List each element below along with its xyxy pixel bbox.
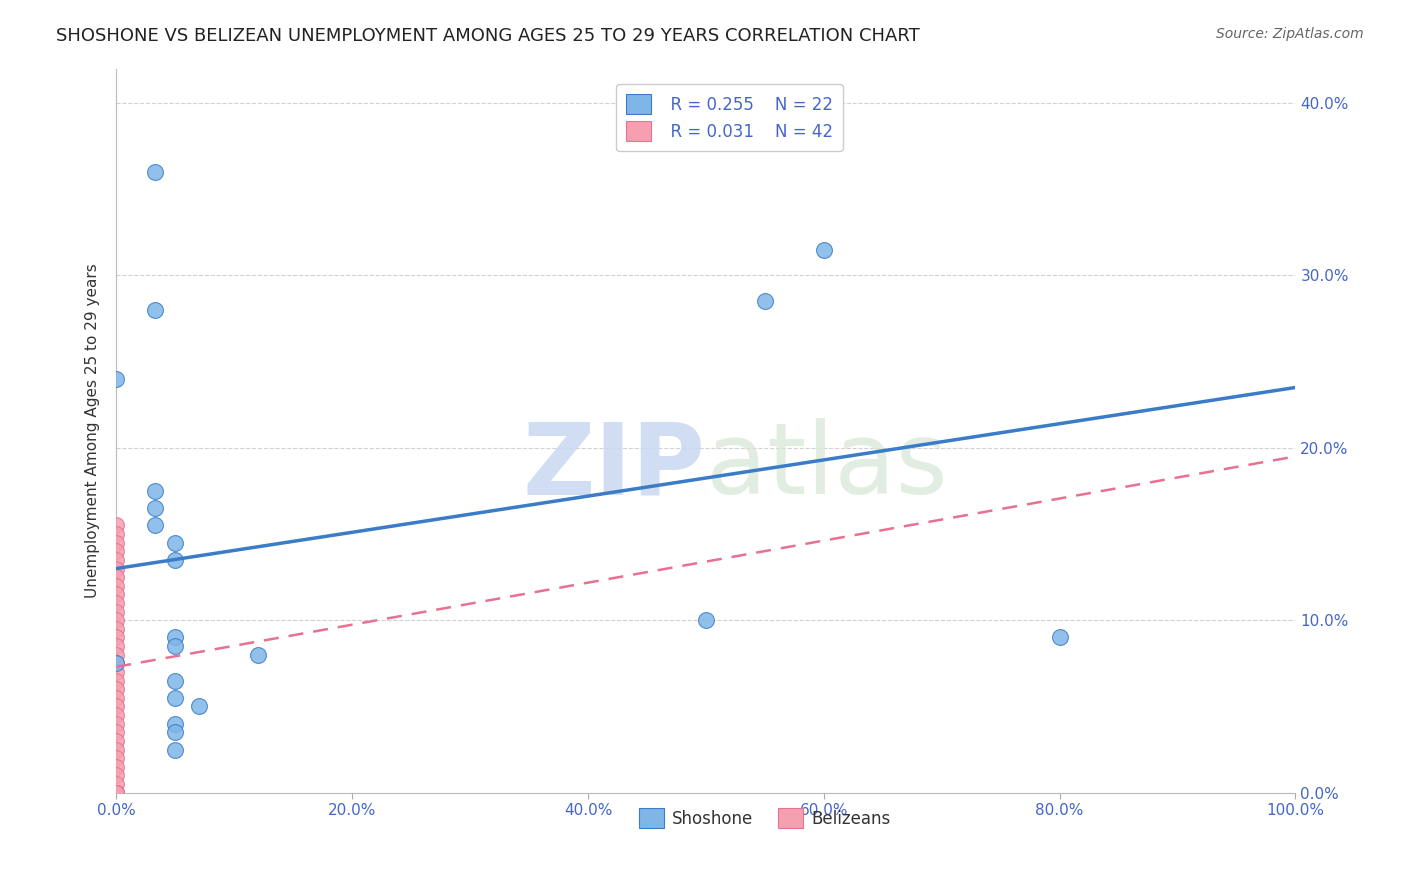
Text: Source: ZipAtlas.com: Source: ZipAtlas.com	[1216, 27, 1364, 41]
Point	[105, 544, 128, 558]
Y-axis label: Unemployment Among Ages 25 to 29 years: Unemployment Among Ages 25 to 29 years	[86, 263, 100, 598]
Point	[105, 673, 128, 688]
Point	[105, 742, 128, 756]
Point	[246, 648, 269, 662]
Text: ZIP: ZIP	[523, 418, 706, 516]
Point	[105, 553, 128, 567]
Point	[105, 786, 128, 800]
Point	[1049, 631, 1071, 645]
Point	[105, 751, 128, 765]
Point	[105, 657, 128, 671]
Point	[105, 786, 128, 800]
Point	[105, 535, 128, 549]
Point	[105, 631, 128, 645]
Point	[143, 501, 166, 516]
Point	[105, 518, 128, 533]
Point	[105, 587, 128, 601]
Point	[754, 294, 776, 309]
Point	[105, 777, 128, 791]
Point	[165, 690, 187, 705]
Point	[695, 613, 717, 627]
Point	[105, 786, 128, 800]
Text: SHOSHONE VS BELIZEAN UNEMPLOYMENT AMONG AGES 25 TO 29 YEARS CORRELATION CHART: SHOSHONE VS BELIZEAN UNEMPLOYMENT AMONG …	[56, 27, 920, 45]
Point	[143, 302, 166, 317]
Point	[105, 613, 128, 627]
Point	[105, 690, 128, 705]
Point	[143, 518, 166, 533]
Point	[105, 657, 128, 671]
Point	[165, 742, 187, 756]
Point	[165, 553, 187, 567]
Point	[105, 527, 128, 541]
Point	[105, 786, 128, 800]
Point	[105, 699, 128, 714]
Point	[105, 734, 128, 748]
Point	[165, 716, 187, 731]
Point	[105, 786, 128, 800]
Point	[105, 570, 128, 584]
Legend: Shoshone, Belizeans: Shoshone, Belizeans	[633, 801, 897, 835]
Point	[813, 243, 835, 257]
Point	[105, 725, 128, 739]
Point	[105, 682, 128, 697]
Point	[105, 579, 128, 593]
Point	[105, 786, 128, 800]
Point	[105, 760, 128, 774]
Point	[165, 673, 187, 688]
Point	[105, 372, 128, 386]
Point	[105, 665, 128, 679]
Point	[143, 165, 166, 179]
Point	[105, 622, 128, 636]
Point	[105, 786, 128, 800]
Text: atlas: atlas	[706, 418, 948, 516]
Point	[105, 639, 128, 653]
Point	[105, 605, 128, 619]
Point	[105, 716, 128, 731]
Point	[187, 699, 209, 714]
Point	[105, 768, 128, 782]
Point	[105, 708, 128, 723]
Point	[165, 639, 187, 653]
Point	[105, 786, 128, 800]
Point	[105, 786, 128, 800]
Point	[143, 483, 166, 498]
Point	[105, 596, 128, 610]
Point	[105, 561, 128, 575]
Point	[165, 631, 187, 645]
Point	[165, 725, 187, 739]
Point	[105, 786, 128, 800]
Point	[165, 535, 187, 549]
Point	[105, 648, 128, 662]
Point	[105, 786, 128, 800]
